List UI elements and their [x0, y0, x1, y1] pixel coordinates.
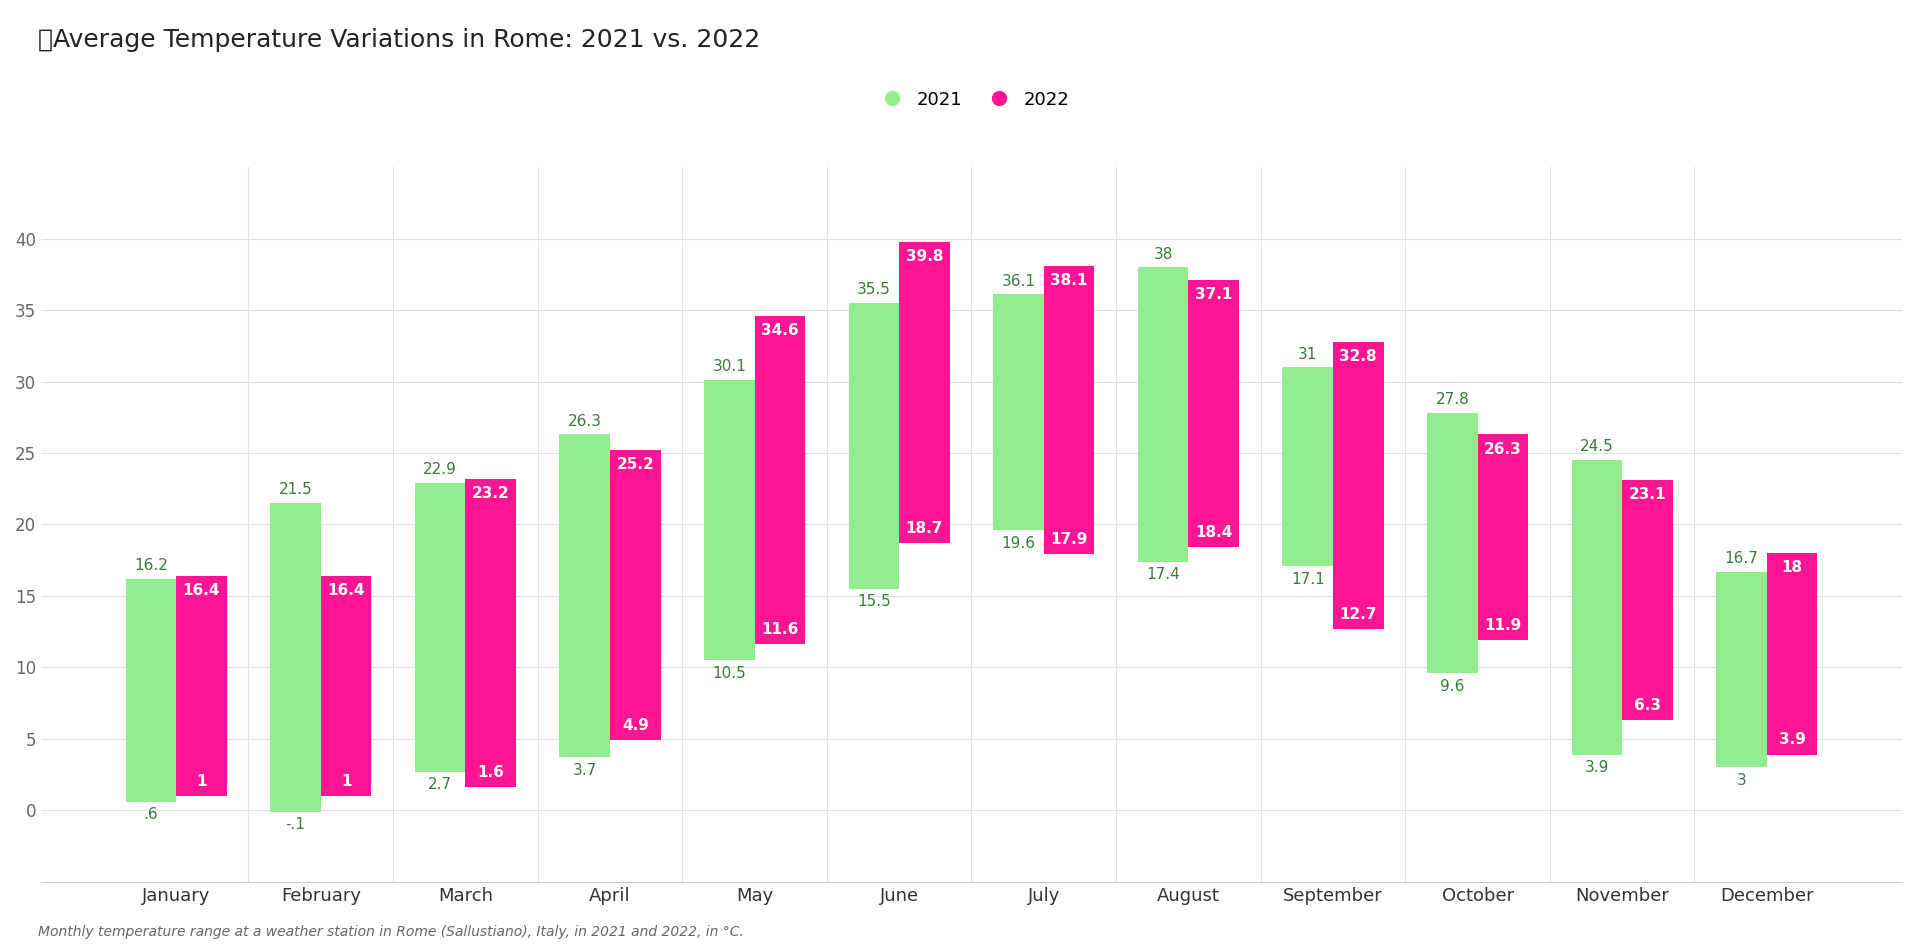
Text: 3: 3 — [1737, 774, 1746, 788]
Text: 24.5: 24.5 — [1580, 440, 1614, 454]
Text: 38.1: 38.1 — [1051, 273, 1087, 288]
Bar — [993, 295, 1043, 530]
Text: 18.4: 18.4 — [1194, 525, 1233, 540]
Bar — [466, 479, 516, 788]
Text: 3.9: 3.9 — [1585, 760, 1608, 775]
Bar — [755, 316, 805, 645]
Text: 10.5: 10.5 — [713, 665, 746, 681]
Text: 23.1: 23.1 — [1629, 487, 1666, 502]
Text: 1: 1 — [341, 774, 351, 789]
Text: 16.2: 16.2 — [134, 558, 169, 573]
Bar — [1478, 434, 1528, 640]
Bar — [176, 575, 226, 796]
Text: 32.8: 32.8 — [1340, 349, 1376, 364]
Text: 34.6: 34.6 — [761, 323, 799, 338]
Text: ⛅Average Temperature Variations in Rome: 2021 vs. 2022: ⛅Average Temperature Variations in Rome:… — [38, 28, 761, 52]
Text: 1.6: 1.6 — [477, 765, 504, 780]
Text: 9.6: 9.6 — [1440, 679, 1465, 694]
Bar — [899, 242, 949, 543]
Bar — [1043, 265, 1095, 555]
Text: 16.4: 16.4 — [182, 583, 220, 598]
Text: 17.9: 17.9 — [1051, 533, 1087, 547]
Text: .6: .6 — [144, 808, 159, 823]
Bar — [1716, 572, 1767, 767]
Bar — [704, 380, 755, 660]
Legend: 2021, 2022: 2021, 2022 — [866, 83, 1077, 116]
Bar — [1282, 367, 1332, 566]
Text: 19.6: 19.6 — [1001, 536, 1035, 551]
Text: 11.9: 11.9 — [1484, 618, 1522, 633]
Text: 21.5: 21.5 — [278, 483, 312, 498]
Text: 6.3: 6.3 — [1633, 698, 1660, 713]
Text: 38: 38 — [1154, 246, 1173, 262]
Text: 3.9: 3.9 — [1779, 733, 1806, 747]
Text: 12.7: 12.7 — [1340, 607, 1376, 622]
Text: 26.3: 26.3 — [567, 413, 602, 428]
Bar — [849, 303, 899, 589]
Text: 25.2: 25.2 — [617, 457, 654, 472]
Text: 27.8: 27.8 — [1436, 392, 1468, 408]
Text: 26.3: 26.3 — [1484, 442, 1522, 457]
Bar — [1622, 481, 1674, 720]
Text: 4.9: 4.9 — [621, 718, 648, 733]
Text: 15.5: 15.5 — [857, 594, 891, 610]
Text: 16.4: 16.4 — [328, 583, 364, 598]
Text: 17.4: 17.4 — [1146, 567, 1181, 582]
Text: 17.1: 17.1 — [1290, 572, 1325, 587]
Bar — [1572, 460, 1622, 755]
Bar — [414, 483, 466, 772]
Text: 39.8: 39.8 — [905, 248, 943, 264]
Text: 18.7: 18.7 — [907, 520, 943, 536]
Text: Monthly temperature range at a weather station in Rome (Sallustiano), Italy, in : Monthly temperature range at a weather s… — [38, 924, 744, 939]
Text: 23.2: 23.2 — [472, 486, 510, 501]
Bar — [1139, 267, 1189, 561]
Text: 35.5: 35.5 — [857, 283, 891, 298]
Text: 36.1: 36.1 — [1001, 274, 1035, 289]
Text: 16.7: 16.7 — [1725, 551, 1758, 566]
Text: 30.1: 30.1 — [713, 359, 746, 374]
Bar — [1426, 413, 1478, 673]
Bar — [1767, 553, 1817, 755]
Bar — [270, 503, 320, 811]
Bar — [1189, 280, 1238, 547]
Bar — [320, 575, 372, 796]
Text: 31: 31 — [1298, 347, 1317, 361]
Bar — [127, 579, 176, 802]
Bar — [610, 450, 661, 740]
Bar — [1332, 341, 1384, 629]
Text: 3.7: 3.7 — [573, 763, 596, 778]
Text: -.1: -.1 — [286, 817, 305, 832]
Bar — [560, 434, 610, 757]
Text: 37.1: 37.1 — [1194, 287, 1233, 302]
Text: 11.6: 11.6 — [761, 622, 799, 637]
Text: 22.9: 22.9 — [424, 463, 456, 477]
Text: 1: 1 — [196, 774, 207, 789]
Text: 2.7: 2.7 — [427, 777, 452, 793]
Text: 18: 18 — [1781, 560, 1802, 575]
